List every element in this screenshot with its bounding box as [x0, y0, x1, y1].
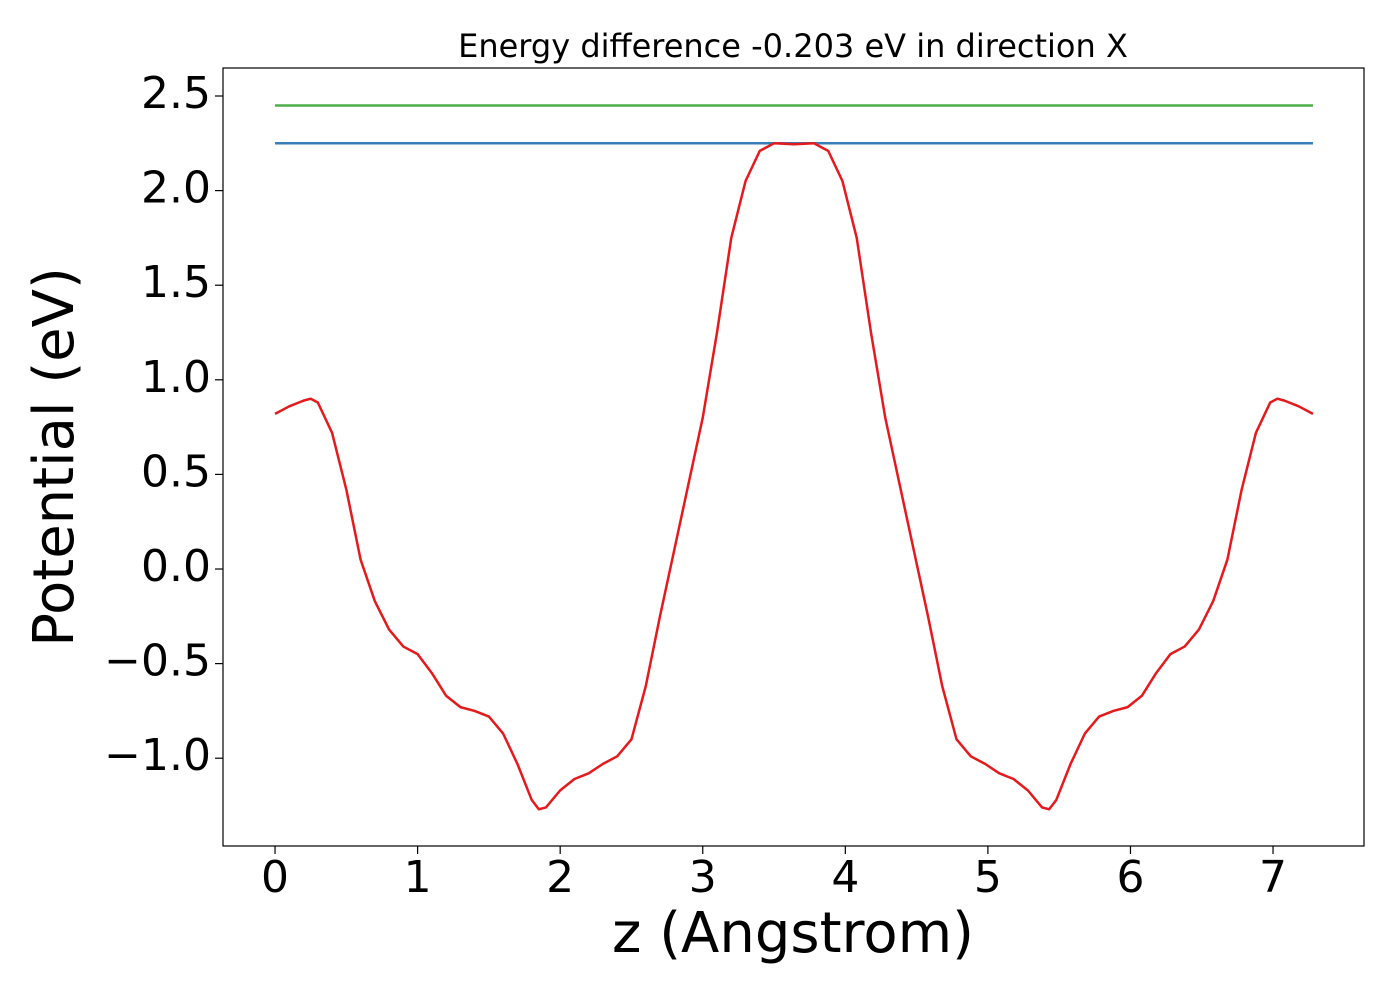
x-tick-label: 1: [404, 852, 432, 903]
y-tick-label: −0.5: [104, 636, 211, 687]
x-tick-label: 7: [1259, 852, 1287, 903]
y-tick-label: 0.5: [141, 446, 211, 497]
y-tick-label: 1.5: [141, 257, 211, 308]
y-tick-label: −1.0: [104, 730, 211, 781]
line-series: [274, 142, 1314, 811]
y-tick-label: 2.5: [141, 68, 211, 119]
x-tick-label: 5: [974, 852, 1002, 903]
x-axis-label: z (Angstrom): [612, 901, 974, 966]
y-tick-label: 1.0: [141, 352, 211, 403]
x-tick-label: 6: [1116, 852, 1144, 903]
plot-frame: [222, 67, 1365, 847]
x-tick-label: 0: [261, 852, 289, 903]
y-tick-label: 2.0: [141, 163, 211, 214]
y-tick-label: 0.0: [141, 541, 211, 592]
chart-title: Energy difference -0.203 eV in direction…: [458, 27, 1128, 65]
x-tick-label: 4: [831, 852, 859, 903]
y-axis-label: Potential (eV): [22, 267, 87, 647]
x-tick-label: 3: [689, 852, 717, 903]
x-tick-label: 2: [546, 852, 574, 903]
